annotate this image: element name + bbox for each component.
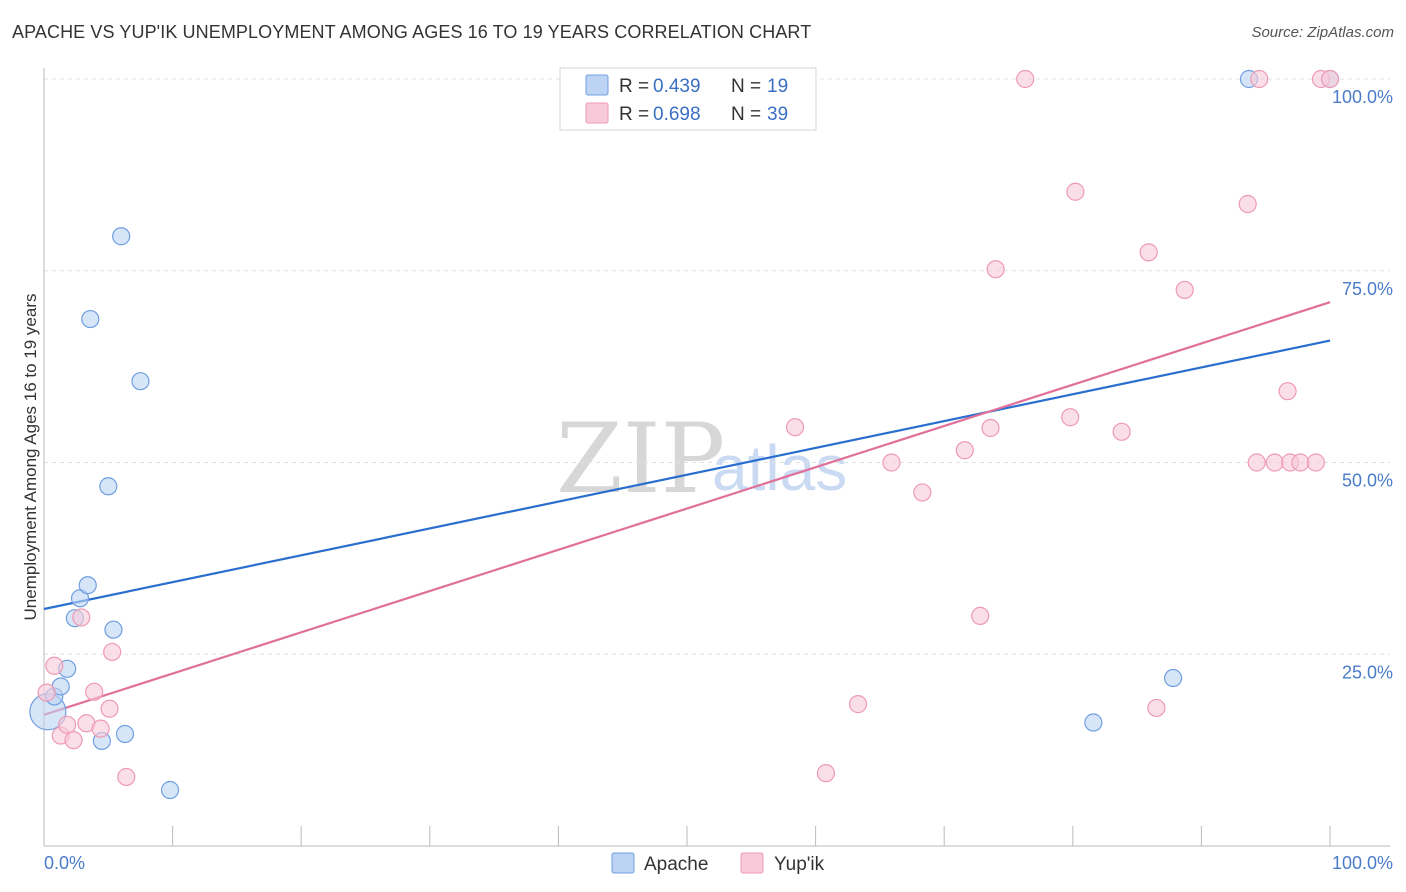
point-apache bbox=[78, 576, 97, 595]
point-yupik bbox=[58, 715, 77, 734]
data-points bbox=[29, 69, 1340, 800]
point-yupik bbox=[1139, 243, 1158, 262]
point-apache bbox=[99, 477, 118, 496]
x-tick-label-min: 0.0% bbox=[44, 853, 85, 873]
point-yupik bbox=[1265, 453, 1284, 472]
y-tick-label: 25.0% bbox=[1342, 662, 1393, 682]
point-yupik bbox=[1291, 453, 1310, 472]
point-apache bbox=[81, 309, 100, 329]
point-yupik bbox=[882, 453, 901, 472]
point-yupik bbox=[1306, 453, 1325, 472]
watermark-zip: ZIP bbox=[556, 403, 725, 515]
point-yupik bbox=[85, 682, 104, 701]
point-yupik bbox=[64, 731, 83, 750]
point-apache bbox=[1084, 713, 1103, 732]
watermark: ZIP atlas bbox=[556, 403, 847, 515]
point-yupik bbox=[1247, 453, 1266, 472]
point-yupik bbox=[117, 767, 136, 787]
legend-r-label-yupik: R = bbox=[619, 104, 649, 125]
trend-lines bbox=[43, 301, 1331, 716]
legend-n-value-yupik: 39 bbox=[767, 104, 788, 125]
y-tick-label: 75.0% bbox=[1342, 279, 1393, 299]
trend-line-yupik bbox=[43, 301, 1331, 716]
point-yupik bbox=[1112, 422, 1131, 441]
point-apache bbox=[160, 780, 180, 800]
point-yupik bbox=[1066, 182, 1085, 201]
chart-source: Source: ZipAtlas.com bbox=[1251, 24, 1394, 41]
point-yupik bbox=[100, 699, 119, 718]
trend-line-apache bbox=[43, 339, 1331, 611]
point-yupik bbox=[37, 683, 56, 702]
point-yupik bbox=[816, 764, 835, 783]
point-yupik bbox=[981, 418, 1000, 438]
point-yupik bbox=[91, 719, 110, 738]
point-yupik bbox=[1175, 280, 1194, 300]
point-yupik bbox=[1278, 382, 1297, 401]
point-yupik bbox=[1061, 408, 1080, 427]
point-yupik bbox=[971, 606, 990, 626]
legend-r-value-apache: 0.439 bbox=[653, 76, 701, 97]
point-yupik bbox=[1147, 698, 1166, 718]
bottom-legend-label-apache: Apache bbox=[644, 854, 708, 875]
x-axis-ticks bbox=[172, 826, 1331, 846]
legend-top: R = 0.439 N = 19 R = 0.698 N = 39 bbox=[559, 67, 817, 131]
legend-n-label-yupik: N = bbox=[731, 104, 761, 125]
point-apache bbox=[131, 372, 150, 391]
point-yupik bbox=[1320, 69, 1340, 89]
point-yupik bbox=[848, 695, 868, 714]
y-axis-label: Unemployment Among Ages 16 to 19 years bbox=[21, 294, 40, 621]
point-yupik bbox=[45, 656, 64, 675]
point-yupik bbox=[785, 418, 805, 437]
legend-bottom: Apache Yup'ik bbox=[611, 852, 825, 875]
point-yupik bbox=[72, 608, 91, 627]
point-yupik bbox=[1250, 69, 1269, 89]
point-yupik bbox=[955, 441, 974, 460]
legend-n-value-apache: 19 bbox=[767, 76, 788, 97]
point-yupik bbox=[1016, 69, 1035, 89]
point-yupik bbox=[986, 260, 1005, 279]
legend-r-value-yupik: 0.698 bbox=[653, 104, 701, 125]
legend-r-label-apache: R = bbox=[619, 76, 649, 97]
watermark-atlas: atlas bbox=[712, 432, 847, 504]
point-apache bbox=[112, 227, 131, 246]
y-tick-label: 100.0% bbox=[1332, 87, 1393, 107]
legend-swatch-yupik bbox=[585, 102, 609, 124]
bottom-legend-swatch-apache bbox=[611, 852, 635, 874]
y-axis-tick-labels: 25.0% 50.0% 75.0% 100.0% bbox=[1332, 87, 1393, 682]
x-tick-label-max: 100.0% bbox=[1332, 853, 1393, 873]
point-yupik bbox=[1238, 194, 1257, 214]
point-apache bbox=[104, 620, 123, 639]
point-apache bbox=[1164, 668, 1183, 688]
bottom-legend-label-yupik: Yup'ik bbox=[774, 854, 825, 875]
bottom-legend-swatch-yupik bbox=[740, 852, 764, 874]
y-tick-label: 50.0% bbox=[1342, 471, 1393, 491]
point-yupik bbox=[103, 642, 122, 662]
chart-title: APACHE VS YUP'IK UNEMPLOYMENT AMONG AGES… bbox=[12, 22, 812, 42]
point-yupik bbox=[913, 483, 932, 502]
legend-swatch-apache bbox=[585, 74, 609, 96]
point-apache bbox=[115, 724, 135, 744]
legend-n-label-apache: N = bbox=[731, 76, 761, 97]
